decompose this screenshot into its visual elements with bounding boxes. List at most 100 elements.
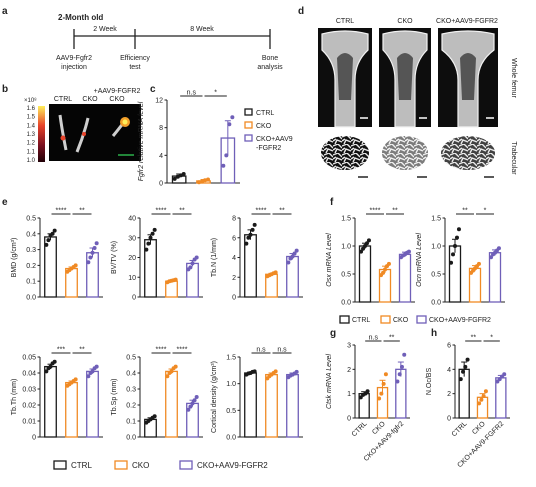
significance-label: ****: [256, 208, 267, 215]
data-point: [461, 369, 466, 374]
trabecular-image: [441, 136, 495, 170]
y-tick-label: 0.5: [341, 272, 351, 279]
y-tick-label: 20: [128, 255, 136, 262]
y-tick-label: 0: [132, 295, 136, 302]
y-tick-label: 8: [232, 216, 236, 223]
data-point: [90, 250, 95, 255]
data-point: [361, 246, 366, 251]
significance-label: **: [462, 208, 468, 215]
data-point: [73, 263, 78, 268]
data-point: [194, 255, 199, 260]
data-point: [175, 174, 180, 179]
legend-e-swatch-cko: [114, 460, 128, 470]
y-tick-label: 1.0: [431, 244, 441, 251]
label-cko-rescue: CKO: [109, 96, 125, 103]
y-tick-label: 0: [159, 181, 163, 188]
y-tick-label: 0.0: [26, 295, 36, 302]
significance-label: **: [392, 208, 398, 215]
data-point: [188, 265, 193, 270]
ivis-image: [49, 104, 141, 161]
y-tick-label: 2: [347, 367, 351, 374]
legend-c-cko: CKO: [256, 123, 272, 130]
data-point: [386, 261, 391, 266]
data-point: [46, 238, 51, 243]
heat-scale-tick: 1.5: [27, 115, 36, 121]
data-point: [451, 252, 456, 257]
legend-f-cko: CKO: [393, 317, 409, 324]
y-tick-label: 4: [159, 153, 163, 160]
y-tick-label: 0.5: [226, 408, 236, 415]
data-point: [454, 235, 459, 240]
heat-scale-bar: [38, 106, 45, 162]
data-point: [227, 122, 232, 127]
data-point: [273, 270, 278, 275]
y-axis-label: Ocn mRNA Level: [416, 233, 423, 287]
data-point: [294, 369, 299, 374]
heat-scale-tick: 1.3: [27, 132, 36, 138]
data-point: [383, 267, 387, 272]
data-point: [489, 255, 494, 260]
data-point: [192, 398, 197, 403]
significance-label: **: [179, 208, 185, 215]
significance-label: **: [279, 208, 285, 215]
data-point: [50, 231, 55, 236]
bar: [165, 370, 178, 438]
y-tick-label: 0.01: [22, 419, 36, 426]
x-category-label: CTRL: [451, 420, 469, 438]
significance-label: ***: [57, 347, 65, 354]
legend-e-cko: CKO: [132, 461, 149, 470]
data-point: [406, 249, 411, 254]
y-axis-label: Ctsk mRNA Level: [326, 354, 333, 409]
legend-f-ctrl: CTRL: [352, 317, 370, 324]
y-tick-label: 4: [232, 255, 236, 262]
y-tick-label: 0.0: [226, 435, 236, 442]
data-point: [365, 389, 370, 394]
data-point: [194, 395, 199, 399]
chart-e5: 0.0 0.1 0.2 0.3 0.4 0.5 Tb.Sp (mm) **** ****: [111, 347, 203, 442]
bar: [495, 377, 507, 419]
significance-label: n.s: [369, 335, 379, 342]
femur-marrow: [460, 53, 476, 100]
data-point: [190, 401, 195, 406]
y-tick-label: 0.02: [22, 403, 36, 410]
significance-label: *: [490, 335, 493, 342]
y-tick-label: 0.3: [26, 247, 36, 254]
panel-letter-e: e: [2, 197, 8, 208]
row-trabecular: Trabecular: [510, 141, 517, 175]
start-label: 2-Month old: [58, 13, 103, 22]
y-tick-label: 6: [232, 235, 236, 242]
data-point: [221, 163, 226, 168]
data-point: [196, 180, 201, 185]
label-cko: CKO: [82, 96, 98, 103]
data-point: [463, 364, 468, 369]
significance-label: n.s: [256, 347, 266, 354]
data-point: [146, 241, 151, 246]
legend-f-swatch-cko: [380, 315, 391, 324]
y-tick-label: 0.03: [22, 387, 36, 394]
bar: [286, 373, 299, 438]
interval-8-week: 8 Week: [190, 26, 214, 33]
signal-rescue-inner: [122, 119, 128, 125]
y-tick-label: 2: [232, 275, 236, 282]
data-point: [449, 260, 454, 265]
legend-c-rescue-2: -FGFR2: [256, 145, 281, 152]
significance-label: ****: [156, 208, 167, 215]
x-category-label: CTRL: [351, 420, 369, 438]
panel-d: d CTRL CKO CKO+AAV9-FGFR2 Whole femur Tr…: [298, 6, 517, 180]
significance-label: *: [484, 208, 487, 215]
y-axis-label: Cortical density (g/cm³): [211, 361, 218, 433]
panel-letter-c: c: [150, 84, 156, 95]
significance-label: *: [214, 90, 217, 97]
heat-scale-tick: 1.1: [27, 149, 36, 155]
data-point: [52, 359, 57, 364]
data-point: [52, 228, 57, 233]
y-tick-label: 12: [155, 98, 163, 105]
x-category-label: CKO: [471, 420, 487, 436]
bar: [44, 365, 57, 438]
y-tick-label: 0: [32, 435, 36, 442]
y-tick-label: 0.05: [22, 355, 36, 362]
data-point: [359, 249, 364, 254]
